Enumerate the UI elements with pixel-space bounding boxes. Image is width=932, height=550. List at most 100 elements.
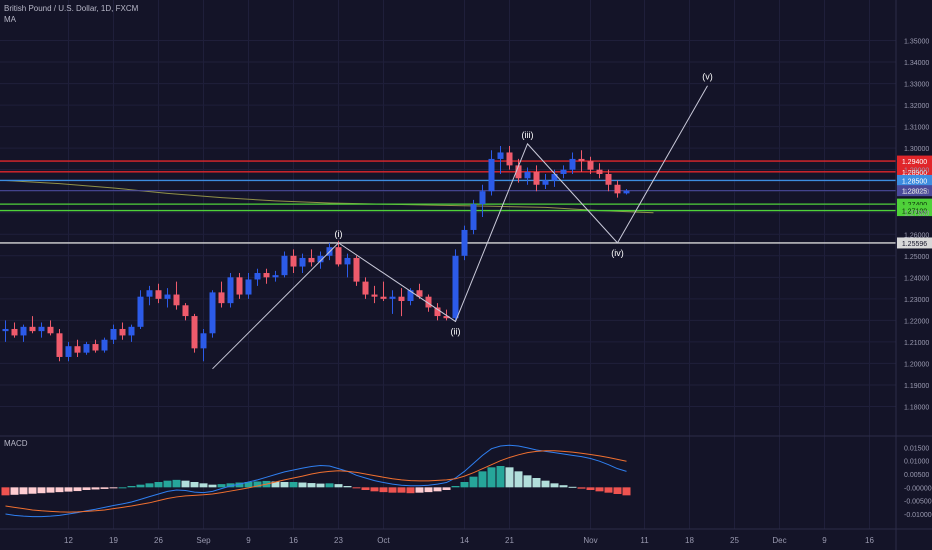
- macd-histogram-bar: [406, 487, 415, 494]
- indicator-ma-label[interactable]: MA: [4, 15, 17, 24]
- candle-body: [191, 316, 198, 349]
- macd-histogram-bar: [505, 467, 514, 488]
- macd-histogram-bar: [577, 487, 586, 489]
- price-tick-label: 1.34000: [904, 60, 929, 67]
- macd-layer: [1, 444, 631, 518]
- macd-histogram-bar: [316, 483, 325, 488]
- price-tick-label: 1.35000: [904, 39, 929, 46]
- time-tick-label: 25: [730, 536, 739, 545]
- price-tick-label: 1.28000: [904, 189, 929, 196]
- price-tick-label: 1.31000: [904, 125, 929, 132]
- candle-body: [110, 328, 117, 340]
- candle-body: [101, 339, 108, 351]
- candle-body: [146, 290, 153, 297]
- macd-histogram-bar: [424, 487, 433, 493]
- candle-body: [47, 326, 54, 334]
- candle-body: [263, 273, 270, 278]
- macd-label[interactable]: MACD: [4, 439, 28, 448]
- candle-body: [407, 290, 414, 301]
- macd-histogram-bar: [172, 479, 181, 488]
- macd-histogram-bar: [442, 487, 451, 490]
- price-level-badge: [897, 205, 932, 217]
- time-tick-label: 26: [154, 536, 163, 545]
- candle-body: [380, 296, 387, 299]
- macd-histogram-bar: [298, 482, 307, 488]
- macd-tick-label: -0.01000: [904, 512, 932, 519]
- candle-body: [164, 294, 171, 299]
- elliott-wave-path: [212, 85, 708, 370]
- candle-body: [74, 346, 81, 353]
- macd-histogram-bar: [532, 478, 541, 488]
- signal-line: [5, 450, 627, 513]
- macd-histogram-bar: [217, 484, 226, 488]
- grid: [0, 0, 896, 529]
- candle-body: [92, 344, 99, 351]
- candle-body: [371, 294, 378, 297]
- macd-histogram-bar: [289, 482, 298, 488]
- candle-body: [317, 255, 324, 263]
- macd-histogram-bar: [325, 483, 334, 488]
- macd-histogram-bar: [199, 483, 208, 488]
- candle-body: [227, 277, 234, 304]
- time-tick-label: 14: [460, 536, 469, 545]
- macd-histogram-bar: [613, 487, 622, 494]
- time-tick-label: Dec: [772, 536, 786, 545]
- macd-histogram-bar: [145, 483, 154, 488]
- horizontal-levels-layer: 1.294001.289001.285001.280251.274001.271…: [0, 155, 932, 249]
- price-tick-label: 1.24000: [904, 275, 929, 282]
- macd-histogram-bar: [154, 482, 163, 488]
- candle-body: [578, 158, 585, 162]
- time-tick-label: Nov: [583, 536, 597, 545]
- macd-histogram-bar: [235, 482, 244, 488]
- candle-body: [488, 158, 495, 192]
- price-tick-label: 1.21000: [904, 340, 929, 347]
- macd-histogram-bar: [604, 487, 613, 493]
- candle-body: [200, 333, 207, 349]
- price-tick-label: 1.32000: [904, 103, 929, 110]
- macd-histogram-bar: [1, 487, 10, 496]
- price-tick-label: 1.20000: [904, 361, 929, 368]
- candle-body: [479, 191, 486, 205]
- candle-body: [254, 273, 261, 280]
- macd-histogram-bar: [541, 480, 550, 488]
- candle-body: [569, 158, 576, 170]
- price-level-badge: [897, 166, 932, 178]
- price-level-badge: [897, 185, 932, 197]
- candle-body: [470, 204, 477, 230]
- candle-body: [434, 307, 441, 317]
- price-level-label: 1.29400: [902, 159, 927, 166]
- macd-histogram-bar: [352, 487, 361, 489]
- time-tick-label: 12: [64, 536, 73, 545]
- price-level-label: 1.28900: [902, 170, 927, 177]
- price-level-badge: [897, 237, 932, 249]
- macd-histogram-bar: [451, 486, 460, 488]
- price-level-label: 1.25596: [902, 241, 927, 248]
- wave-label: (v): [702, 72, 713, 82]
- macd-histogram-bar: [100, 487, 109, 489]
- time-tick-label: 9: [246, 536, 251, 545]
- candle-body: [38, 326, 45, 332]
- moving-average-line: [5, 179, 654, 214]
- macd-histogram-bar: [226, 483, 235, 488]
- price-tick-label: 1.25000: [904, 254, 929, 261]
- candle-body: [524, 171, 531, 179]
- macd-histogram-bar: [361, 487, 370, 490]
- candle-body: [209, 292, 216, 334]
- candle-body: [83, 344, 90, 353]
- macd-histogram-bar: [253, 481, 262, 488]
- candle-body: [65, 346, 72, 357]
- price-tick-label: 1.33000: [904, 82, 929, 89]
- macd-histogram-bar: [595, 487, 604, 492]
- candle-body: [497, 152, 504, 159]
- price-tick-label: 1.18000: [904, 404, 929, 411]
- macd-histogram-bar: [370, 487, 379, 492]
- macd-tick-label: 0.01000: [904, 459, 929, 466]
- candle-body: [605, 173, 612, 185]
- candle-body: [542, 180, 549, 185]
- macd-histogram-bar: [523, 475, 532, 488]
- candle-body: [452, 255, 459, 319]
- price-level-badge: [897, 155, 932, 167]
- macd-histogram-bar: [19, 487, 28, 495]
- price-tick-label: 1.30000: [904, 146, 929, 153]
